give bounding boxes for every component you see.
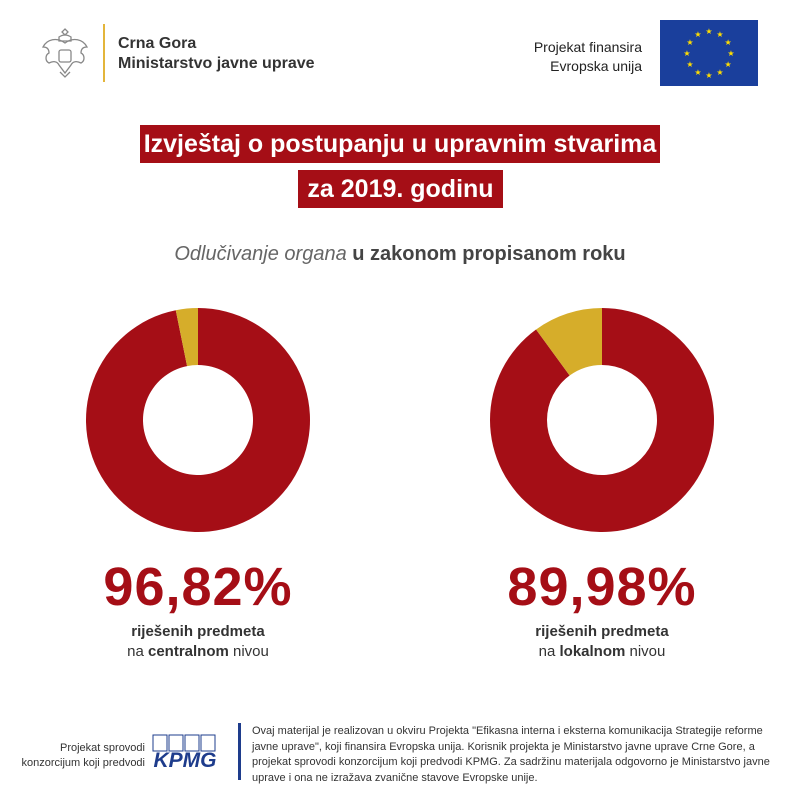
eu-line-1: Projekat finansira — [533, 39, 642, 55]
caption-line1: riješenih predmeta — [535, 623, 669, 640]
header-divider — [103, 24, 105, 82]
donut-slice-remaining — [175, 308, 198, 367]
eu-star: ★ — [705, 71, 712, 80]
report-title-line-1: Izvještaj o postupanju u upravnim stvari… — [140, 125, 660, 163]
implementer-text: Projekat sprovodi konzorcijum koji predv… — [20, 741, 146, 771]
percent-local: 89,98% — [507, 557, 697, 617]
subtitle-bold: u zakonom propisanom roku — [352, 243, 626, 265]
eu-line-2: Evropska unija — [550, 58, 642, 74]
eu-star: ★ — [686, 60, 693, 69]
chart-subtitle: Odlučivanje organa u zakonom propisanom … — [0, 243, 800, 266]
ministry-name: Crna Gora Ministarstvo javne uprave — [118, 34, 315, 74]
eu-star: ★ — [724, 60, 731, 69]
caption-local: riješenih predmeta na lokalnom nivou — [452, 622, 752, 662]
montenegro-coat-of-arms-icon — [41, 28, 89, 78]
ministry-label: Ministarstvo javne uprave — [118, 55, 315, 72]
svg-text:KPMG: KPMG — [154, 749, 217, 772]
eu-star: ★ — [724, 38, 731, 47]
footer-divider — [238, 723, 241, 780]
eu-star: ★ — [694, 68, 701, 77]
caption-post: nivou — [228, 643, 269, 660]
caption-pre: na — [538, 643, 560, 660]
eu-star: ★ — [686, 38, 693, 47]
caption-pre: na — [127, 643, 148, 660]
donut-slice-resolved — [490, 308, 714, 532]
eu-star: ★ — [716, 68, 723, 77]
eu-flag-icon: ★ ★★★★★★★★★★★ — [660, 20, 758, 86]
caption-line1: riješenih predmeta — [131, 623, 265, 640]
eu-star: ★ — [694, 30, 701, 39]
eu-star: ★ — [683, 49, 690, 58]
caption-post: nivou — [625, 643, 666, 660]
eu-funding-text: Projekat finansira Evropska unija — [480, 38, 642, 76]
donut-chart-central — [86, 308, 311, 532]
implementer-line-2: konzorcijum koji predvodi — [21, 757, 146, 769]
donut-slice-resolved — [86, 308, 311, 532]
donut-slice-remaining — [536, 308, 602, 376]
donut-chart-local — [490, 308, 714, 532]
percent-central: 96,82% — [103, 557, 293, 617]
caption-bold: centralnom — [147, 643, 229, 660]
eu-star: ★ — [705, 27, 712, 36]
eu-star: ★ — [716, 30, 723, 39]
disclaimer-text: Ovaj materijal je realizovan u okviru Pr… — [252, 725, 770, 784]
eu-star: ★ — [727, 49, 734, 58]
country-name: Crna Gora — [118, 35, 197, 52]
caption-bold: lokalnom — [559, 643, 626, 660]
report-title-line-2: za 2019. godinu — [298, 170, 503, 208]
subtitle-italic: Odlučivanje organa — [174, 243, 347, 265]
implementer-line-1: Projekat sprovodi — [60, 742, 145, 754]
caption-central: riješenih predmeta na centralnom nivou — [48, 622, 348, 662]
kpmg-logo: KPMG — [152, 734, 217, 772]
